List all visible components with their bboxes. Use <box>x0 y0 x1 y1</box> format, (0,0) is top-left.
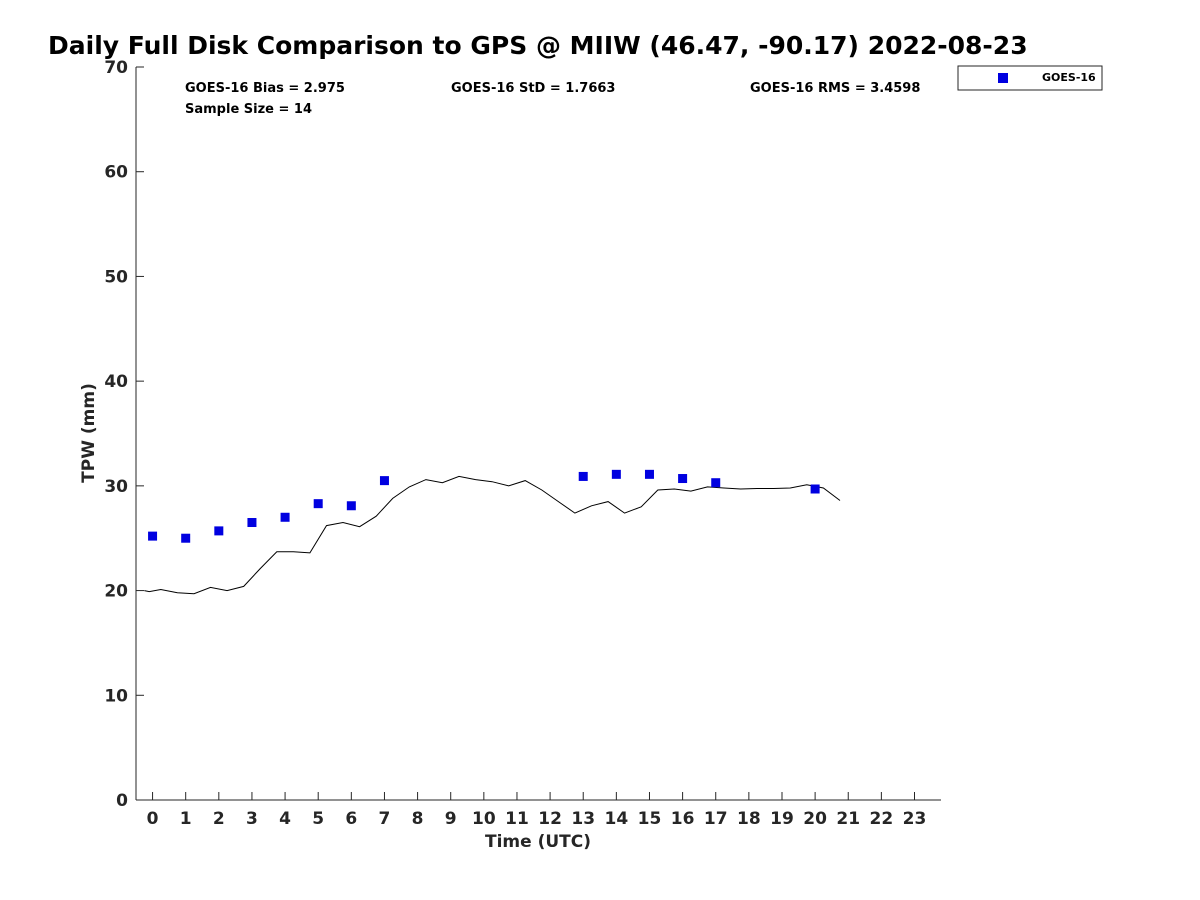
stat-rms: GOES-16 RMS = 3.4598 <box>750 81 920 96</box>
legend-box <box>957 65 1103 91</box>
x-tick-label: 8 <box>412 809 424 829</box>
x-tick-label: 6 <box>345 809 357 829</box>
x-tick-label: 22 <box>870 809 894 829</box>
gps-series-line <box>144 475 841 595</box>
y-tick-label: 40 <box>104 372 128 392</box>
x-tick-label: 3 <box>246 809 258 829</box>
x-tick-label: 11 <box>505 809 529 829</box>
x-ticks: 0 1 2 3 4 5 6 7 8 9 10 11 12 13 14 15 16 17 18 19 20 21 22 23 <box>147 792 927 829</box>
x-tick-label: 18 <box>737 809 761 829</box>
goes-16-series <box>148 469 820 543</box>
y-tick-label: 20 <box>104 582 128 602</box>
x-tick-label: 16 <box>671 809 695 829</box>
x-tick-label: 12 <box>538 809 562 829</box>
goes-16-point <box>644 469 654 479</box>
x-axis-label: Time (UTC) <box>485 832 591 852</box>
x-tick-label: 7 <box>379 809 391 829</box>
x-tick-label: 20 <box>803 809 827 829</box>
stat-sample-size: Sample Size = 14 <box>185 102 312 117</box>
x-tick-label: 2 <box>213 809 225 829</box>
goes-16-point <box>181 533 191 543</box>
goes-16-point <box>611 469 621 479</box>
stat-std: GOES-16 StD = 1.7663 <box>451 81 615 96</box>
x-tick-label: 10 <box>472 809 496 829</box>
x-tick-label: 14 <box>605 809 629 829</box>
y-tick-label: 30 <box>104 477 128 497</box>
stat-bias: GOES-16 Bias = 2.975 <box>185 81 345 96</box>
goes-16-point <box>148 531 158 541</box>
x-tick-label: 4 <box>279 809 291 829</box>
goes-16-point <box>247 518 257 528</box>
x-tick-label: 17 <box>704 809 728 829</box>
goes-16-point <box>346 501 356 511</box>
x-tick-label: 13 <box>571 809 595 829</box>
goes-16-point <box>678 474 688 484</box>
x-tick-label: 5 <box>312 809 324 829</box>
legend-label-goes-16: GOES-16 <box>1042 71 1096 84</box>
chart-title: Daily Full Disk Comparison to GPS @ MIIW… <box>48 31 1028 60</box>
y-tick-label: 70 <box>104 58 128 78</box>
y-tick-label: 50 <box>104 267 128 287</box>
goes-16-point <box>578 471 588 481</box>
y-tick-label: 0 <box>116 791 128 811</box>
x-tick-label: 15 <box>638 809 662 829</box>
y-axis-label: TPW (mm) <box>79 383 99 483</box>
goes-16-point <box>711 478 721 488</box>
y-tick-label: 10 <box>104 686 128 706</box>
y-tick-label: 60 <box>104 163 128 183</box>
x-tick-label: 9 <box>445 809 457 829</box>
y-ticks: 0 10 20 30 40 50 60 70 <box>104 58 144 811</box>
legend: GOES-16 <box>957 65 1103 91</box>
x-tick-label: 23 <box>903 809 927 829</box>
x-tick-label: 0 <box>147 809 159 829</box>
legend-marker-goes-16 <box>998 73 1008 83</box>
goes-16-point <box>810 484 820 494</box>
goes-16-point <box>280 512 290 522</box>
x-tick-label: 21 <box>836 809 860 829</box>
goes-16-point <box>379 476 389 486</box>
goes-16-point <box>214 526 224 536</box>
goes-16-point <box>313 499 323 509</box>
x-tick-label: 1 <box>180 809 192 829</box>
x-tick-label: 19 <box>770 809 794 829</box>
